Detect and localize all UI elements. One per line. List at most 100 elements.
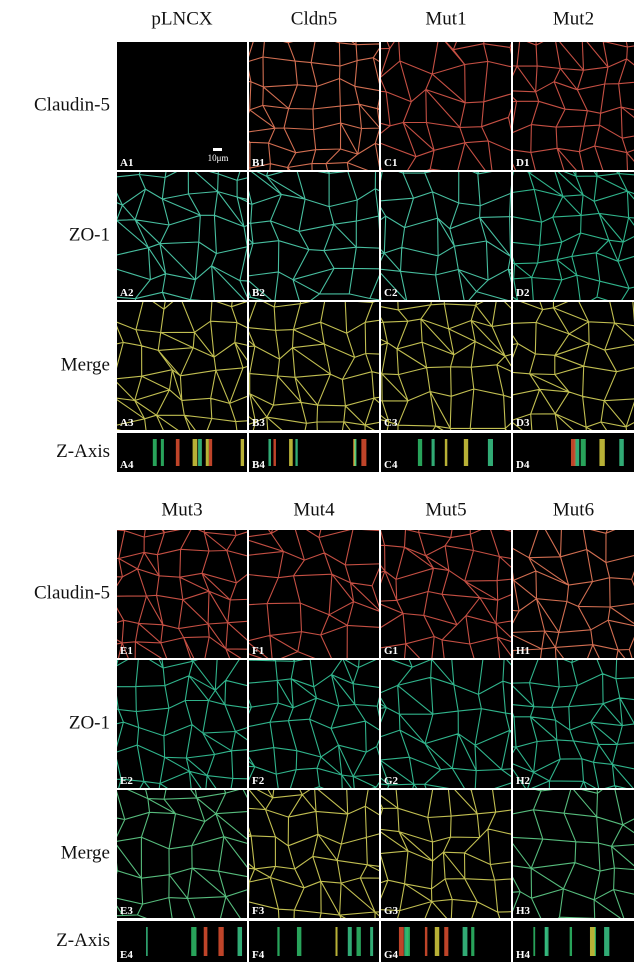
micrograph xyxy=(221,17,403,195)
micrograph xyxy=(249,433,379,472)
panel-label: D3 xyxy=(516,417,530,429)
panel-background xyxy=(117,433,247,472)
panel-background xyxy=(117,42,247,170)
z-stripe xyxy=(581,439,586,466)
z-stripe xyxy=(488,439,493,466)
panel-label: B2 xyxy=(252,287,265,299)
column-header: pLNCX xyxy=(151,8,213,29)
z-stripe xyxy=(571,439,576,466)
panel-label: H2 xyxy=(516,775,531,787)
panel-background xyxy=(513,302,634,430)
z-stripe xyxy=(604,927,609,956)
z-stripe xyxy=(193,439,198,466)
panel-label: F2 xyxy=(252,775,265,787)
z-stripe xyxy=(295,439,297,466)
z-stripe xyxy=(545,927,548,956)
panel-label: E4 xyxy=(120,949,133,961)
panel-label: B4 xyxy=(252,459,265,471)
column-header: Mut5 xyxy=(425,499,466,520)
panel-label: F4 xyxy=(252,949,265,961)
z-stripe xyxy=(471,927,474,956)
z-stripe xyxy=(590,927,595,956)
scale-bar-label: 10μm xyxy=(208,153,229,163)
row-label: Z-Axis xyxy=(56,441,110,462)
z-stripe xyxy=(418,439,422,466)
panel-background xyxy=(381,172,511,300)
panel-label: B3 xyxy=(252,417,265,429)
micrograph xyxy=(513,433,634,472)
z-stripe xyxy=(432,439,435,466)
z-stripe xyxy=(273,439,275,466)
panel-background xyxy=(117,172,247,300)
column-header: Mut6 xyxy=(553,499,594,520)
panel-label: G3 xyxy=(384,905,399,917)
panel-label: A1 xyxy=(120,157,133,169)
micrograph xyxy=(117,433,247,472)
row-label: Merge xyxy=(61,842,110,863)
row-label: Claudin-5 xyxy=(34,582,110,603)
scale-bar xyxy=(213,148,222,151)
panel-background xyxy=(117,921,247,962)
panel-label: C4 xyxy=(384,459,398,471)
z-stripe xyxy=(268,439,271,466)
panel-background xyxy=(513,921,634,962)
panel-label: E3 xyxy=(120,905,133,917)
z-stripe xyxy=(348,927,352,956)
z-stripe xyxy=(146,927,148,956)
z-stripe xyxy=(297,927,301,956)
z-stripe xyxy=(204,927,208,956)
z-stripe xyxy=(218,927,223,956)
z-stripe xyxy=(289,439,293,466)
row-label: ZO-1 xyxy=(69,224,110,245)
z-stripe xyxy=(357,927,361,956)
z-stripe xyxy=(570,927,572,956)
panel-label: G4 xyxy=(384,949,399,961)
figure: pLNCXCldn5Mut1Mut2Claudin-5A1B1C1D1ZO-1A… xyxy=(0,0,634,962)
panel-label: G1 xyxy=(384,645,398,657)
panel-background xyxy=(513,790,634,918)
row-label: Merge xyxy=(61,354,110,375)
panel-background xyxy=(249,302,379,430)
z-stripe xyxy=(445,439,447,466)
micrograph xyxy=(381,921,511,962)
micrograph xyxy=(249,921,379,962)
micrograph xyxy=(357,499,525,673)
z-stripe xyxy=(406,927,410,956)
z-stripe xyxy=(399,927,404,956)
panel-label: H4 xyxy=(516,949,531,961)
z-stripe xyxy=(277,927,279,956)
row-label: Z-Axis xyxy=(56,930,110,951)
z-stripe xyxy=(355,439,357,466)
row-label: Claudin-5 xyxy=(34,94,110,115)
panel-label: E2 xyxy=(120,775,133,787)
micrograph xyxy=(117,921,247,962)
panel-background xyxy=(249,172,379,300)
column-header: Mut4 xyxy=(293,499,335,520)
z-stripe xyxy=(361,439,366,466)
z-stripe xyxy=(425,927,427,956)
panel-label: A3 xyxy=(120,417,134,429)
column-header: Mut2 xyxy=(553,8,594,29)
z-stripe xyxy=(599,439,604,466)
panel-label: E1 xyxy=(120,645,133,657)
panel-label: H3 xyxy=(516,905,531,917)
panel-label: A2 xyxy=(120,287,134,299)
z-stripe xyxy=(241,439,244,466)
panel-label: F3 xyxy=(252,905,265,917)
micrograph xyxy=(513,921,634,962)
panel-background xyxy=(249,530,379,658)
panel-label: B1 xyxy=(252,157,265,169)
column-header: Cldn5 xyxy=(291,8,337,29)
z-stripe xyxy=(191,927,196,956)
z-stripe xyxy=(463,927,468,956)
column-header: Mut1 xyxy=(425,8,466,29)
micrograph xyxy=(86,500,262,675)
panel-label: D2 xyxy=(516,287,530,299)
panel-label: C3 xyxy=(384,417,398,429)
column-header: Mut3 xyxy=(161,499,202,520)
panel-background xyxy=(117,302,247,430)
micrograph xyxy=(117,42,247,170)
panel-label: C2 xyxy=(384,287,398,299)
z-stripe xyxy=(619,439,624,466)
z-stripe xyxy=(464,439,468,466)
